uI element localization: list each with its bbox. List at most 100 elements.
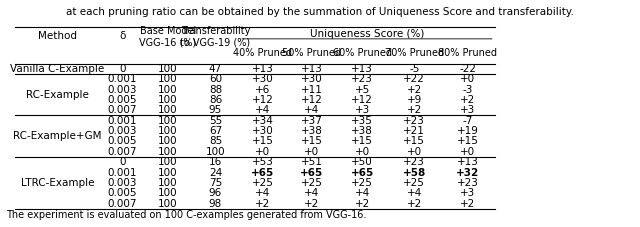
Text: +15: +15: [351, 136, 373, 146]
Text: 0: 0: [119, 64, 125, 74]
Text: 67: 67: [209, 126, 222, 136]
Text: 100: 100: [158, 147, 178, 157]
Text: +3: +3: [460, 105, 476, 115]
Text: 60: 60: [209, 74, 222, 84]
Text: 98: 98: [209, 199, 222, 209]
Text: 0.001: 0.001: [108, 116, 137, 126]
Text: at each pruning ratio can be obtained by the summation of Uniqueness Score and t: at each pruning ratio can be obtained by…: [66, 7, 574, 17]
Text: +51: +51: [301, 157, 323, 167]
Text: Method: Method: [38, 31, 77, 41]
Text: 100: 100: [158, 178, 178, 188]
Text: 100: 100: [205, 147, 225, 157]
Text: 100: 100: [158, 74, 178, 84]
Text: +2: +2: [406, 105, 422, 115]
Text: +53: +53: [252, 157, 274, 167]
Text: 0.003: 0.003: [108, 178, 137, 188]
Text: +6: +6: [255, 84, 271, 94]
Text: +4: +4: [255, 188, 271, 198]
Text: 55: 55: [209, 116, 222, 126]
Text: +50: +50: [351, 157, 373, 167]
Text: +4: +4: [304, 188, 319, 198]
Text: +23: +23: [351, 74, 373, 84]
Text: +12: +12: [252, 95, 274, 105]
Text: +15: +15: [457, 136, 479, 146]
Text: +2: +2: [255, 199, 271, 209]
Text: Uniqueness Score (%): Uniqueness Score (%): [310, 29, 424, 39]
Text: 0.005: 0.005: [108, 136, 137, 146]
Text: 47: 47: [209, 64, 222, 74]
Text: +23: +23: [457, 178, 479, 188]
Text: +9: +9: [406, 95, 422, 105]
Text: +23: +23: [403, 116, 425, 126]
Text: 0.007: 0.007: [108, 147, 137, 157]
Text: +34: +34: [252, 116, 274, 126]
Text: 0.005: 0.005: [108, 188, 137, 198]
Text: +25: +25: [252, 178, 274, 188]
Text: +0: +0: [255, 147, 270, 157]
Text: 88: 88: [209, 84, 222, 94]
Text: +5: +5: [355, 84, 370, 94]
Text: +3: +3: [460, 188, 476, 198]
Text: 50% Pruned: 50% Pruned: [282, 48, 341, 58]
Text: 0.001: 0.001: [108, 74, 137, 84]
Text: +2: +2: [460, 199, 476, 209]
Text: RC-Example: RC-Example: [26, 90, 89, 100]
Text: 0.001: 0.001: [108, 168, 137, 178]
Text: 80% Pruned: 80% Pruned: [438, 48, 497, 58]
Text: +12: +12: [301, 95, 323, 105]
Text: +22: +22: [403, 74, 425, 84]
Text: +19: +19: [457, 126, 479, 136]
Text: 16: 16: [209, 157, 222, 167]
Text: 0.003: 0.003: [108, 84, 137, 94]
Text: 75: 75: [209, 178, 222, 188]
Text: The experiment is evaluated on 100 C-examples generated from VGG-16.: The experiment is evaluated on 100 C-exa…: [6, 210, 367, 220]
Text: +0: +0: [355, 147, 370, 157]
Text: +13: +13: [252, 64, 274, 74]
Text: δ: δ: [119, 31, 125, 41]
Text: +25: +25: [301, 178, 323, 188]
Text: +38: +38: [351, 126, 373, 136]
Text: 85: 85: [209, 136, 222, 146]
Text: 100: 100: [158, 126, 178, 136]
Text: +30: +30: [252, 74, 274, 84]
Text: RC-Example+GM: RC-Example+GM: [13, 131, 102, 141]
Text: 100: 100: [158, 95, 178, 105]
Text: 95: 95: [209, 105, 222, 115]
Text: 0.005: 0.005: [108, 95, 137, 105]
Text: +4: +4: [304, 105, 319, 115]
Text: +2: +2: [460, 95, 476, 105]
Text: 100: 100: [158, 116, 178, 126]
Text: +4: +4: [406, 188, 422, 198]
Text: 24: 24: [209, 168, 222, 178]
Text: -3: -3: [463, 84, 473, 94]
Text: 70% Pruned: 70% Pruned: [385, 48, 444, 58]
Text: +3: +3: [355, 105, 370, 115]
Text: +2: +2: [406, 199, 422, 209]
Text: 100: 100: [158, 84, 178, 94]
Text: 100: 100: [158, 199, 178, 209]
Text: +0: +0: [460, 147, 476, 157]
Text: +65: +65: [251, 168, 275, 178]
Text: 0.007: 0.007: [108, 199, 137, 209]
Text: +4: +4: [355, 188, 370, 198]
Text: +13: +13: [301, 64, 323, 74]
Text: -7: -7: [463, 116, 473, 126]
Text: +0: +0: [304, 147, 319, 157]
Text: +2: +2: [355, 199, 370, 209]
Text: 60% Pruned: 60% Pruned: [333, 48, 392, 58]
Text: +15: +15: [301, 136, 323, 146]
Text: +13: +13: [457, 157, 479, 167]
Text: 0.007: 0.007: [108, 105, 137, 115]
Text: 40% Pruned: 40% Pruned: [234, 48, 292, 58]
Text: +11: +11: [301, 84, 323, 94]
Text: +23: +23: [403, 157, 425, 167]
Text: Transferability
to VGG-19 (%): Transferability to VGG-19 (%): [180, 25, 250, 47]
Text: +25: +25: [351, 178, 373, 188]
Text: +32: +32: [456, 168, 479, 178]
Text: +13: +13: [351, 64, 373, 74]
Text: 0: 0: [119, 157, 125, 167]
Text: -5: -5: [409, 64, 419, 74]
Text: 100: 100: [158, 64, 178, 74]
Text: +2: +2: [304, 199, 319, 209]
Text: +30: +30: [252, 126, 274, 136]
